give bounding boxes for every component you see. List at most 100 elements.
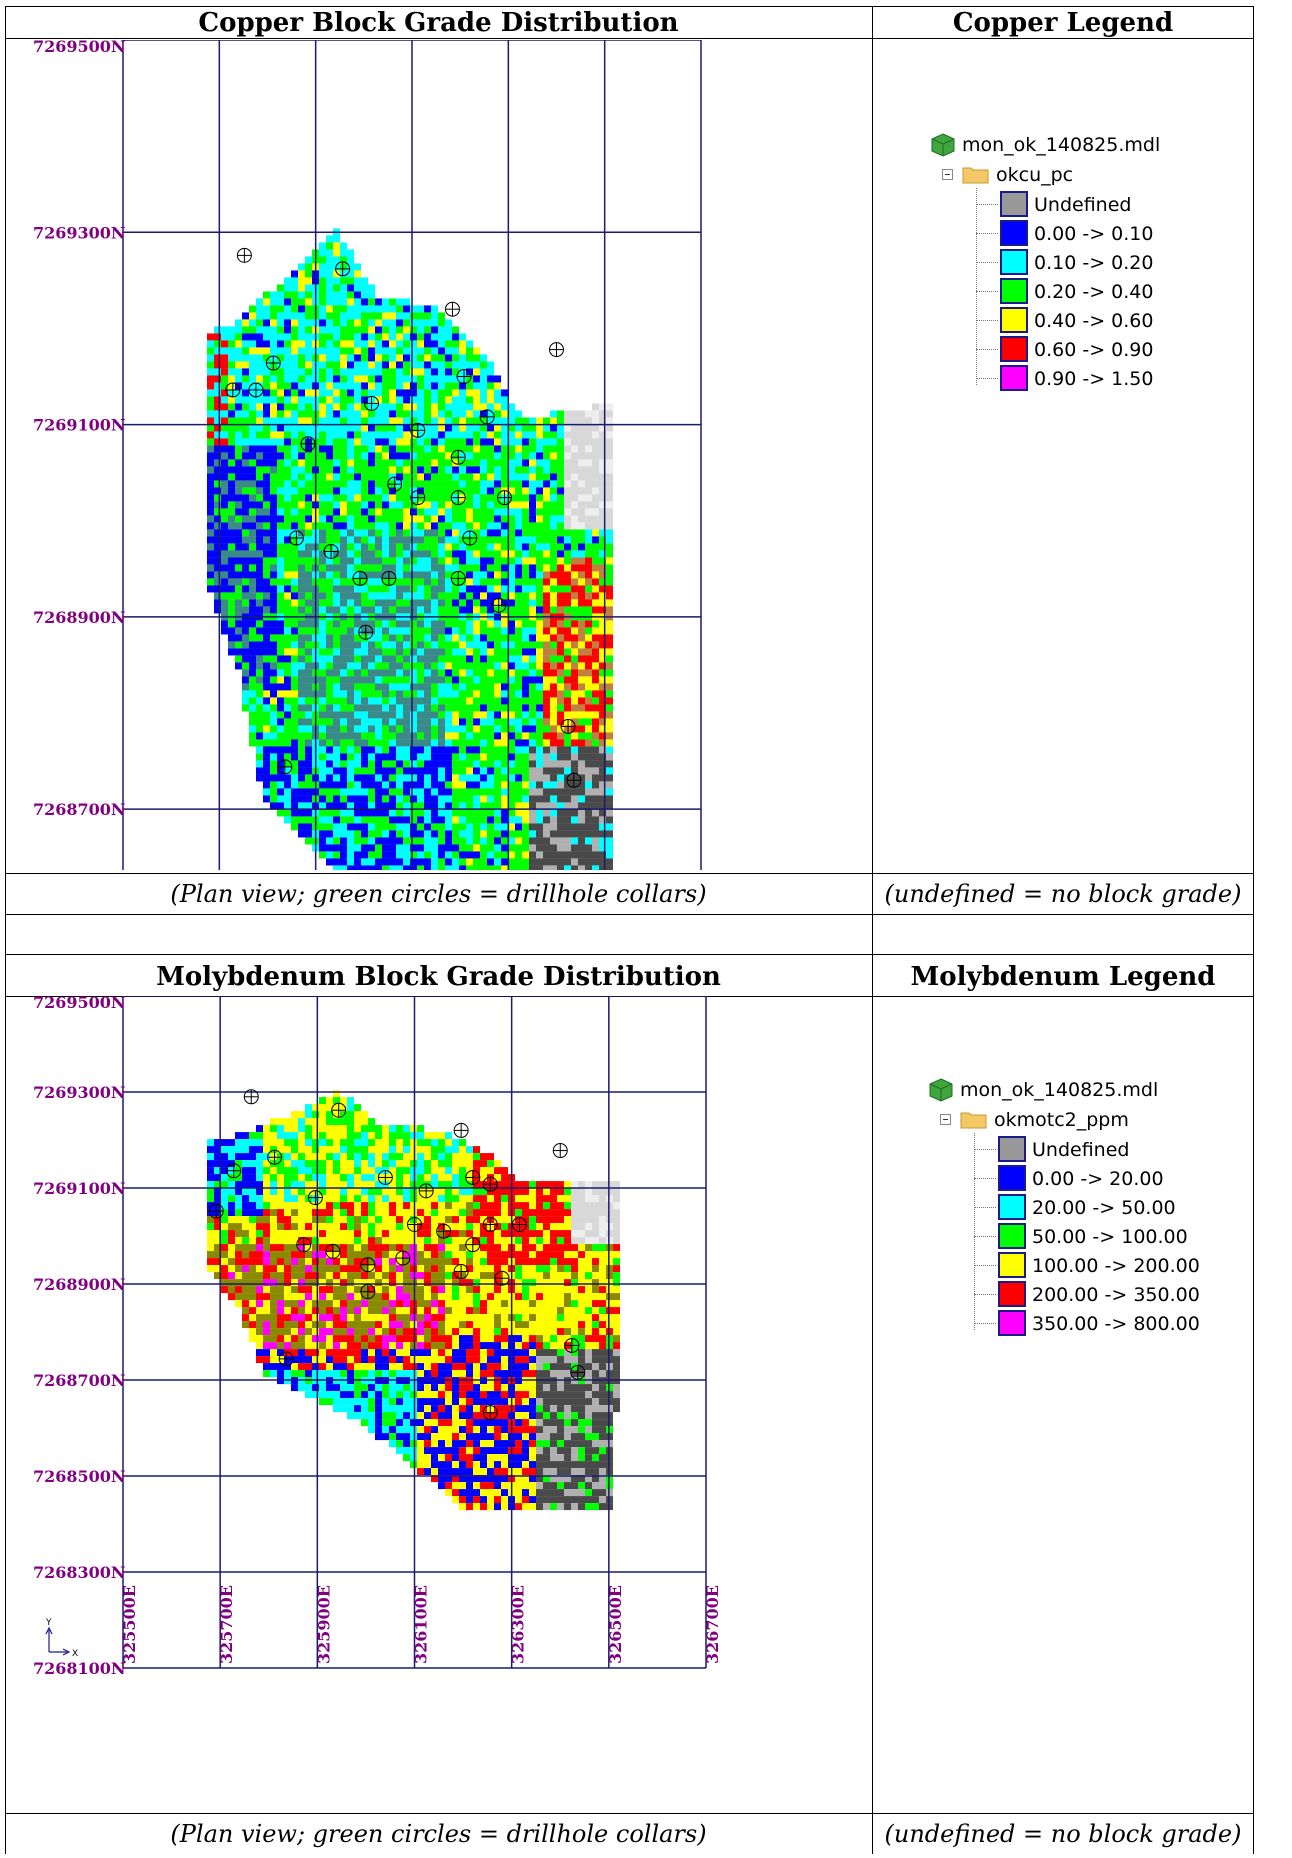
drillhole-collar-marker: [360, 1257, 376, 1273]
molybdenum-plan-view-map: 7269500N 7269300N 7269100N 7268900N 7268700N…: [5, 996, 867, 1814]
copper-legend-title: Copper Legend: [952, 8, 1174, 38]
legend-swatch: [1000, 365, 1028, 391]
drillhole-collar-marker: [479, 409, 495, 425]
drillhole-collar-marker: [225, 382, 241, 398]
drillhole-collar-marker: [552, 1143, 568, 1159]
grade-blocks: [207, 228, 613, 870]
easting-label: 326700E: [703, 1585, 722, 1664]
drillhole-collar-marker: [465, 1169, 481, 1185]
legend-range-label: 0.00 -> 0.10: [1034, 223, 1154, 245]
drillhole-collar-marker: [491, 597, 507, 613]
drillhole-collar-marker: [450, 490, 466, 506]
drillhole-collars: [208, 1089, 586, 1421]
drillhole-collar-marker: [381, 570, 397, 586]
tree-connector: [976, 320, 998, 321]
drillhole-collar-marker: [549, 342, 564, 358]
legend-swatch: [1000, 191, 1028, 217]
drillhole-collar-marker: [307, 1190, 323, 1206]
legend-swatch: [998, 1194, 1026, 1220]
copper-map-caption: (Plan view; green circles = drillhole co…: [170, 880, 707, 908]
drillhole-collar-marker: [325, 1243, 341, 1259]
legend-range-label: 100.00 -> 200.00: [1032, 1255, 1200, 1277]
drillhole-collar-marker: [465, 1237, 481, 1253]
tree-connector: [976, 378, 998, 379]
drillhole-collar-marker: [444, 301, 460, 317]
drillhole-collar-marker: [360, 1284, 376, 1300]
northing-label: 7268100N: [33, 1659, 126, 1678]
table-rule: [5, 954, 1254, 955]
model-name[interactable]: mon_ok_140825.mdl: [960, 1079, 1159, 1101]
legend-swatch: [998, 1165, 1026, 1191]
easting-label: 325500E: [120, 1585, 139, 1664]
legend-swatch: [1000, 336, 1028, 362]
northing-label: 7268900N: [33, 608, 126, 627]
easting-label: 326500E: [606, 1585, 625, 1664]
model-name[interactable]: mon_ok_140825.mdl: [962, 134, 1161, 156]
legend-range-label: 50.00 -> 100.00: [1032, 1226, 1188, 1248]
drillhole-collar-marker: [418, 1183, 434, 1199]
northing-label: 7269100N: [33, 1179, 126, 1198]
legend-range-label: 0.10 -> 0.20: [1034, 252, 1154, 274]
drillhole-collar-marker: [453, 1264, 469, 1280]
northing-label: 7269300N: [33, 223, 126, 242]
drillhole-collar-marker: [566, 772, 582, 788]
drillhole-collar-marker: [265, 355, 281, 371]
legend-range-label: 20.00 -> 50.00: [1032, 1197, 1176, 1219]
legend-range-label: 200.00 -> 350.00: [1032, 1284, 1200, 1306]
copper-map-title: Copper Block Grade Distribution: [198, 8, 679, 38]
legend-swatch: [998, 1252, 1026, 1278]
table-border-right: [1253, 6, 1254, 1854]
molybdenum-legend-tree: mon_ok_140825.mdl okmotc2_ppm Undefined 0.0…: [928, 1075, 1248, 1395]
tree-connector: [974, 1323, 996, 1324]
drillhole-collar-marker: [226, 1163, 242, 1179]
legend-range-label: 0.60 -> 0.90: [1034, 339, 1154, 361]
drillhole-collar-marker: [377, 1169, 393, 1185]
tree-connector: [976, 291, 998, 292]
drillhole-collar-marker: [358, 624, 374, 640]
tree-connector: [976, 188, 977, 385]
drillhole-collar-marker: [395, 1250, 411, 1266]
copper-legend-tree: mon_ok_140825.mdl okcu_pc Undefined 0.00 ->…: [930, 130, 1250, 450]
easting-label: 326100E: [412, 1585, 431, 1664]
drillhole-collar-marker: [278, 1351, 294, 1367]
legend-range-label: 350.00 -> 800.00: [1032, 1313, 1200, 1335]
legend-range-label: 0.90 -> 1.50: [1034, 368, 1154, 390]
collapse-toggle[interactable]: [942, 169, 953, 180]
tree-connector: [974, 1178, 996, 1179]
drillhole-collar-marker: [387, 476, 403, 492]
drillhole-collar-marker: [564, 1337, 580, 1353]
tree-connector: [974, 1294, 996, 1295]
collapse-toggle[interactable]: [940, 1114, 951, 1125]
northing-label: 7269300N: [33, 1083, 126, 1102]
drillhole-collar-marker: [436, 1223, 452, 1239]
legend-swatch: [998, 1223, 1026, 1249]
drillhole-collar-marker: [364, 395, 380, 411]
drillhole-collar-marker: [410, 490, 426, 506]
legend-range-label: 0.20 -> 0.40: [1034, 281, 1154, 303]
coordinate-grid: [122, 996, 707, 1669]
table-rule: [5, 38, 1254, 39]
map-canvas: 7269500N 7269300N 7269100N 7268900N 7268700N…: [33, 40, 702, 870]
drillhole-collar-marker: [236, 247, 252, 263]
tree-connector: [976, 262, 998, 263]
drillhole-collar-marker: [482, 1176, 498, 1192]
legend-swatch: [1000, 307, 1028, 333]
drillhole-collar-marker: [296, 1237, 312, 1253]
northing-label: 7269500N: [33, 40, 126, 56]
northing-label: 7268300N: [33, 1563, 126, 1582]
molybdenum-map-title: Molybdenum Block Grade Distribution: [156, 962, 721, 992]
folder-icon: [962, 165, 990, 185]
northing-label: 7269500N: [33, 996, 126, 1012]
easting-label: 325900E: [314, 1585, 333, 1664]
drillhole-collar-marker: [560, 718, 576, 734]
coordinate-grid: [122, 40, 702, 870]
drillhole-collar-marker: [243, 1089, 259, 1105]
drillhole-collar-marker: [511, 1216, 527, 1232]
table-border-top: [5, 6, 1254, 7]
legend-swatch: [1000, 220, 1028, 246]
grade-field-name[interactable]: okcu_pc: [996, 164, 1074, 186]
legend-swatch: [998, 1136, 1026, 1162]
drillhole-collar-marker: [300, 436, 316, 452]
axis-orientation-icon: YX: [45, 1618, 78, 1659]
grade-field-name[interactable]: okmotc2_ppm: [994, 1109, 1129, 1131]
